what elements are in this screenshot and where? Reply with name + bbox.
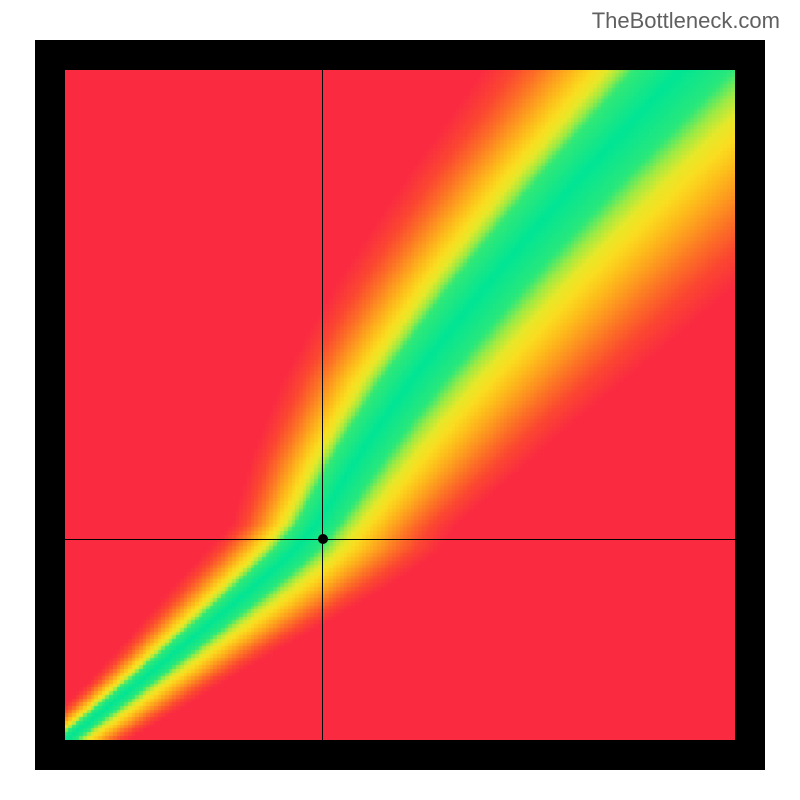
chart-container: TheBottleneck.com xyxy=(0,0,800,800)
crosshair-vertical xyxy=(322,70,323,740)
crosshair-dot xyxy=(318,534,328,544)
watermark-text: TheBottleneck.com xyxy=(592,8,780,34)
bottleneck-heatmap xyxy=(65,70,735,740)
crosshair-horizontal xyxy=(65,539,735,540)
